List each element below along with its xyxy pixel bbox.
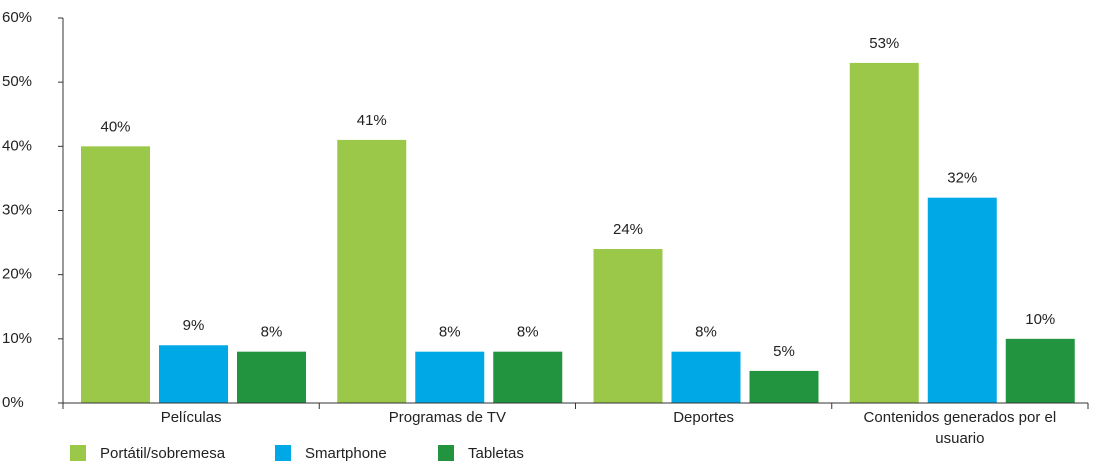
bar [671,351,741,403]
x-tick-label: Películas [160,409,222,426]
bar [1005,338,1075,403]
bar [927,197,997,403]
y-tick-label: 20% [2,266,32,283]
value-label: 5% [773,343,795,360]
value-label: 8% [439,324,461,341]
value-label: 24% [613,221,643,238]
bar [493,351,563,403]
value-label: 8% [695,324,717,341]
legend-swatch [438,445,454,461]
y-tick-label: 30% [2,201,32,218]
bar [415,351,485,403]
legend-label: Smartphone [305,445,387,462]
y-tick-label: 40% [2,137,32,154]
value-label: 10% [1025,311,1055,328]
x-tick-label: Deportes [673,409,735,426]
value-label: 9% [183,317,205,334]
value-label: 8% [517,324,539,341]
bar [749,370,819,403]
legend-label: Tabletas [468,445,524,462]
x-tick-label: Programas de TV [388,409,507,426]
y-tick-label: 0% [2,394,24,411]
x-tick-label: Contenidos generados por el usuario [863,409,1057,447]
value-label: 40% [100,118,130,135]
y-tick-label: 10% [2,330,32,347]
bar [81,146,150,404]
bar [849,62,919,404]
value-label: 41% [357,112,387,129]
legend-label: Portátil/sobremesa [100,445,226,462]
value-label: 32% [947,170,977,187]
value-label: 8% [261,324,283,341]
y-tick-label: 50% [2,73,32,90]
y-tick-label: 60% [2,9,32,26]
bar [337,139,407,403]
bar [159,345,228,403]
bar [237,351,306,403]
legend-swatch [70,445,86,461]
bar [593,249,663,403]
legend-swatch [275,445,291,461]
value-label: 53% [869,35,899,52]
